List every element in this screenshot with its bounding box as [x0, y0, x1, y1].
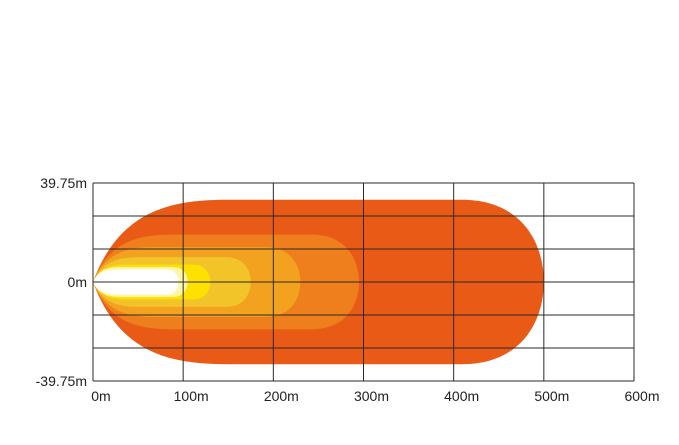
x-tick-label: 300m [354, 388, 389, 404]
tick-labels: 0m 100m 200m 300m 400m 500m 600m39.75m0m-39.75… [36, 175, 660, 404]
x-tick-label: 100m [174, 388, 209, 404]
y-tick-label: 0m [68, 274, 87, 290]
grid [92, 182, 635, 382]
x-tick-label: 400m [444, 388, 479, 404]
y-tick-label: -39.75m [36, 373, 87, 389]
x-tick-label: 600m [624, 388, 659, 404]
y-tick-label: 39.75m [40, 175, 87, 191]
x-tick-label: 0m [91, 388, 110, 404]
x-tick-label: 500m [534, 388, 569, 404]
x-tick-label: 200m [264, 388, 299, 404]
